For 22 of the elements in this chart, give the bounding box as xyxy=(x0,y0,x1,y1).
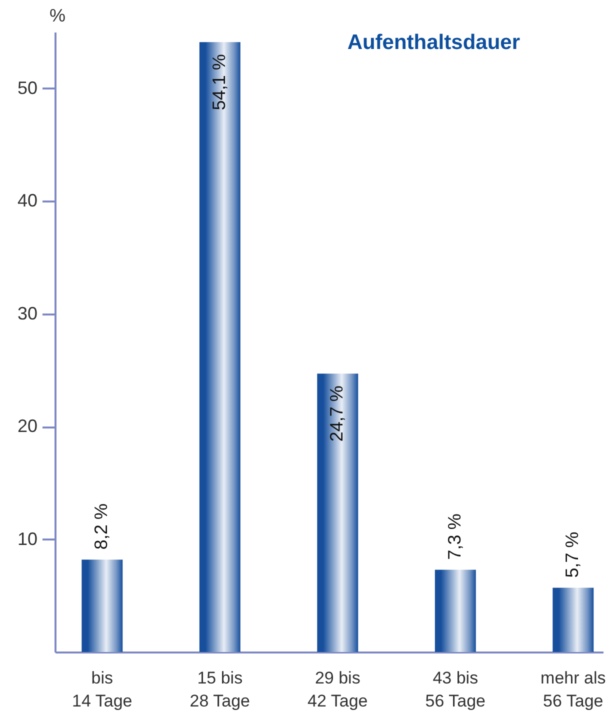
chart-title: Aufenthaltsdauer xyxy=(347,31,520,54)
y-tick-label: 40 xyxy=(17,190,38,211)
y-axis-title: % xyxy=(49,6,66,26)
x-tick-label: 15 bis 28 Tage xyxy=(190,668,250,710)
data-label: 5,7 % xyxy=(562,532,582,578)
y-tick-label: 50 xyxy=(17,78,38,98)
data-label: 7,3 % xyxy=(444,514,464,560)
data-label: 24,7 % xyxy=(326,386,347,442)
y-tick-label: 30 xyxy=(17,303,38,324)
x-tick-label: 29 bis 42 Tage xyxy=(308,668,368,710)
bar xyxy=(199,42,240,652)
data-label: 8,2 % xyxy=(91,504,112,550)
bar xyxy=(317,374,358,652)
data-label: 54,1 % xyxy=(208,54,229,110)
bar xyxy=(552,588,594,652)
y-tick-label: 10 xyxy=(17,528,38,549)
y-tick-label: 20 xyxy=(17,416,38,436)
x-tick-label: mehr als 56 Tage xyxy=(540,668,606,710)
bar xyxy=(82,560,123,652)
bar xyxy=(434,570,476,652)
x-tick-label: bis 14 Tage xyxy=(72,668,132,710)
x-tick-label: 43 bis 56 Tage xyxy=(425,668,486,710)
